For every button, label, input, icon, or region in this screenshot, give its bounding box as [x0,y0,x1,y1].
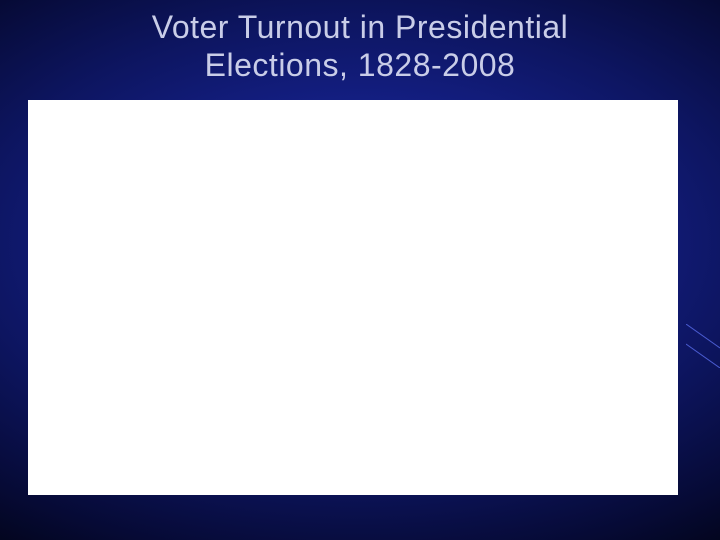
title-line-1: Voter Turnout in Presidential [152,9,569,45]
title-line-2: Elections, 1828-2008 [205,47,516,83]
corner-decoration [686,324,720,368]
decoration-line-1 [686,324,720,348]
slide: Voter Turnout in Presidential Elections,… [0,0,720,540]
decoration-line-2 [686,344,720,368]
chart-placeholder [28,100,678,495]
slide-title: Voter Turnout in Presidential Elections,… [0,8,720,85]
